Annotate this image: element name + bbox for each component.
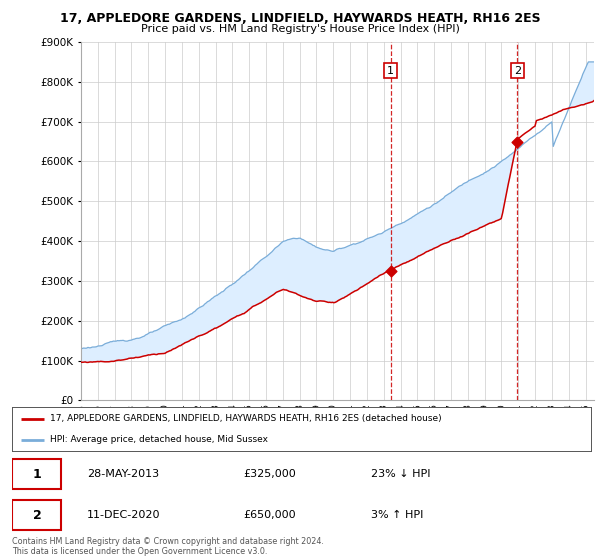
- Point: [512, 137, 522, 146]
- FancyBboxPatch shape: [12, 459, 61, 489]
- Text: £325,000: £325,000: [244, 469, 296, 479]
- Text: 17, APPLEDORE GARDENS, LINDFIELD, HAYWARDS HEATH, RH16 2ES: 17, APPLEDORE GARDENS, LINDFIELD, HAYWAR…: [59, 12, 541, 25]
- FancyBboxPatch shape: [12, 500, 61, 530]
- Text: 3% ↑ HPI: 3% ↑ HPI: [371, 510, 424, 520]
- Text: 1: 1: [32, 468, 41, 481]
- Text: 17, APPLEDORE GARDENS, LINDFIELD, HAYWARDS HEATH, RH16 2ES (detached house): 17, APPLEDORE GARDENS, LINDFIELD, HAYWAR…: [50, 414, 441, 423]
- Text: 23% ↓ HPI: 23% ↓ HPI: [371, 469, 430, 479]
- Text: 28-MAY-2013: 28-MAY-2013: [87, 469, 160, 479]
- Text: Price paid vs. HM Land Registry's House Price Index (HPI): Price paid vs. HM Land Registry's House …: [140, 24, 460, 34]
- Text: 2: 2: [514, 66, 521, 76]
- Text: £650,000: £650,000: [244, 510, 296, 520]
- Point: [386, 267, 395, 276]
- Text: HPI: Average price, detached house, Mid Sussex: HPI: Average price, detached house, Mid …: [50, 435, 268, 445]
- Text: 11-DEC-2020: 11-DEC-2020: [87, 510, 161, 520]
- Text: 2: 2: [32, 508, 41, 522]
- Text: Contains HM Land Registry data © Crown copyright and database right 2024.
This d: Contains HM Land Registry data © Crown c…: [12, 537, 324, 557]
- Text: 1: 1: [387, 66, 394, 76]
